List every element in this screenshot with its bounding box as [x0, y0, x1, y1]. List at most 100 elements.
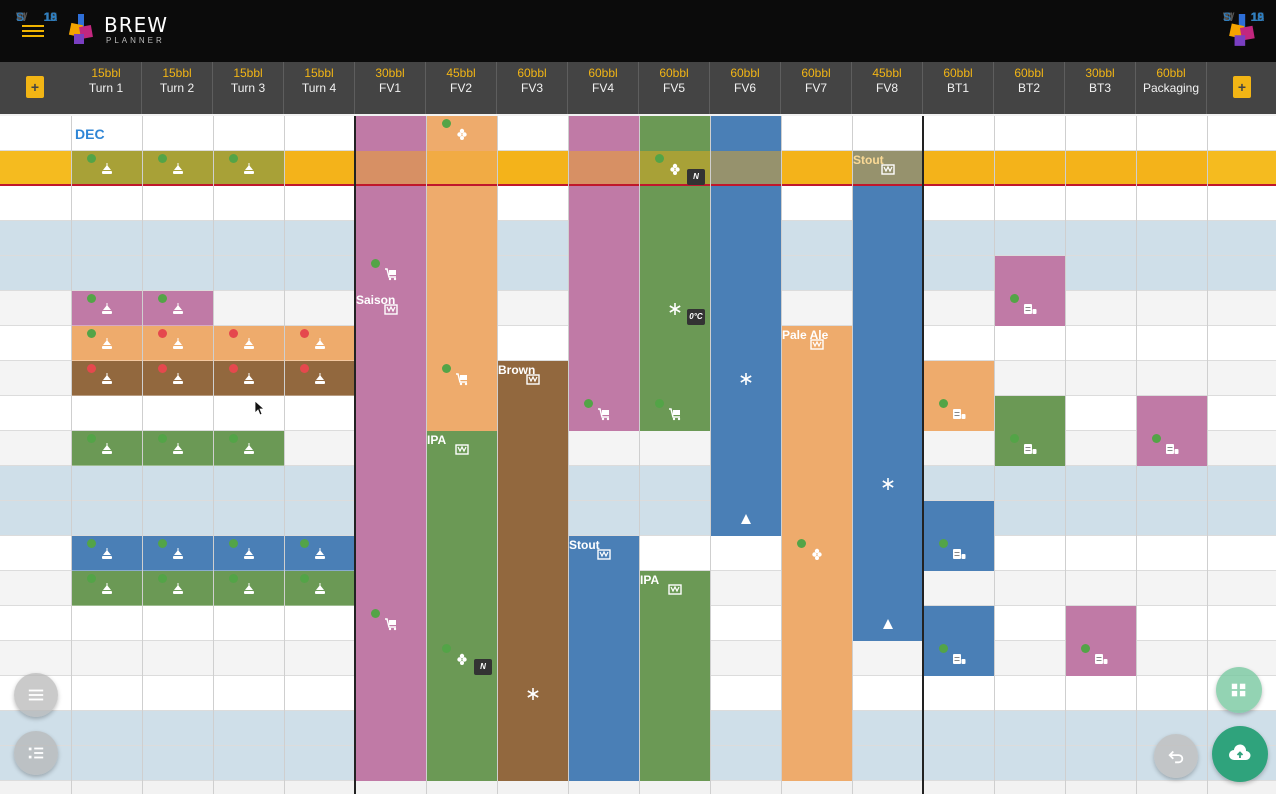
brew-kettle-icon[interactable]: [313, 337, 327, 351]
batch-block[interactable]: [710, 116, 781, 536]
column-divider: [781, 116, 782, 794]
transfer-icon[interactable]: [810, 337, 824, 351]
batch-block[interactable]: [781, 326, 852, 781]
brew-kettle-icon[interactable]: [171, 442, 185, 456]
tank-header-bt1[interactable]: 60bbl BT1: [923, 62, 994, 114]
brew-kettle-icon[interactable]: [171, 162, 185, 176]
cone-icon[interactable]: [881, 617, 895, 631]
cloud-upload-button[interactable]: [1212, 726, 1268, 782]
batch-block[interactable]: [355, 116, 426, 781]
keg-icon[interactable]: [1023, 442, 1037, 456]
tank-header-fv1[interactable]: 30bbl FV1: [355, 62, 426, 114]
batch-block[interactable]: [497, 361, 568, 781]
snowflake-icon[interactable]: [526, 687, 540, 701]
brew-kettle-icon[interactable]: [242, 582, 256, 596]
brew-kettle-icon[interactable]: [100, 337, 114, 351]
cone-icon[interactable]: [739, 512, 753, 526]
hops-icon[interactable]: [455, 127, 469, 141]
brew-kettle-icon[interactable]: [100, 582, 114, 596]
undo-button[interactable]: [1154, 734, 1198, 778]
tank-header-fv2[interactable]: 45bbl FV2: [426, 62, 497, 114]
undo-icon: [1168, 750, 1184, 764]
batch-block[interactable]: [923, 606, 994, 676]
batch-block[interactable]: [426, 431, 497, 781]
list-view-button[interactable]: [14, 673, 58, 717]
keg-icon[interactable]: [952, 407, 966, 421]
brew-kettle-icon[interactable]: [171, 582, 185, 596]
brew-kettle-icon[interactable]: [242, 162, 256, 176]
keg-icon[interactable]: [1023, 302, 1037, 316]
checklist-button[interactable]: [14, 731, 58, 775]
keg-icon[interactable]: [952, 652, 966, 666]
cart-icon[interactable]: [668, 407, 682, 421]
tank-header-bt2[interactable]: 60bbl BT2: [994, 62, 1065, 114]
brew-kettle-icon[interactable]: [100, 162, 114, 176]
batch-block[interactable]: [568, 116, 639, 431]
brew-kettle-icon[interactable]: [242, 372, 256, 386]
cart-icon[interactable]: [384, 617, 398, 631]
status-dot-green-icon: [300, 574, 309, 583]
batch-block[interactable]: [568, 536, 639, 781]
brew-kettle-icon[interactable]: [313, 582, 327, 596]
tank-header-turn-1[interactable]: 15bbl Turn 1: [71, 62, 142, 114]
transfer-icon[interactable]: [668, 582, 682, 596]
tank-header-bt3[interactable]: 30bbl BT3: [1065, 62, 1136, 114]
brew-kettle-icon[interactable]: [242, 547, 256, 561]
brew-kettle-icon[interactable]: [171, 302, 185, 316]
tank-header-turn-2[interactable]: 15bbl Turn 2: [142, 62, 213, 114]
batch-block[interactable]: [639, 116, 710, 431]
snowflake-icon[interactable]: [881, 477, 895, 491]
brew-kettle-icon[interactable]: [313, 547, 327, 561]
brew-kettle-icon[interactable]: [100, 442, 114, 456]
snowflake-icon[interactable]: [668, 302, 682, 316]
batch-block[interactable]: [994, 396, 1065, 466]
add-batch-icon[interactable]: [26, 76, 44, 98]
hops-icon[interactable]: [455, 652, 469, 666]
transfer-icon[interactable]: [881, 162, 895, 176]
tank-header-fv4[interactable]: 60bbl FV4: [568, 62, 639, 114]
batch-block[interactable]: [1065, 606, 1136, 676]
brew-kettle-icon[interactable]: [313, 372, 327, 386]
tank-header-turn-3[interactable]: 15bbl Turn 3: [213, 62, 284, 114]
hops-icon[interactable]: [668, 162, 682, 176]
calendar-view-button[interactable]: [1216, 667, 1262, 713]
batch-block[interactable]: [639, 571, 710, 781]
batch-block[interactable]: [852, 151, 923, 641]
batch-block[interactable]: [1136, 396, 1207, 466]
keg-icon[interactable]: [952, 547, 966, 561]
tank-header-fv3[interactable]: 60bbl FV3: [497, 62, 568, 114]
transfer-icon[interactable]: [526, 372, 540, 386]
batch-block[interactable]: [923, 361, 994, 431]
brew-kettle-icon[interactable]: [171, 372, 185, 386]
cart-icon[interactable]: [384, 267, 398, 281]
keg-icon[interactable]: [1094, 652, 1108, 666]
transfer-icon[interactable]: [384, 302, 398, 316]
tank-header-fv8[interactable]: 45bbl FV8: [852, 62, 923, 114]
tank-header-fv5[interactable]: 60bbl FV5: [639, 62, 710, 114]
tank-header-fv6[interactable]: 60bbl FV6: [710, 62, 781, 114]
brew-kettle-icon[interactable]: [242, 442, 256, 456]
keg-icon[interactable]: [1165, 442, 1179, 456]
brew-kettle-icon[interactable]: [171, 547, 185, 561]
cart-icon[interactable]: [455, 372, 469, 386]
tank-header-fv7[interactable]: 60bbl FV7: [781, 62, 852, 114]
hops-icon[interactable]: [810, 547, 824, 561]
add-batch-icon[interactable]: [1233, 76, 1251, 98]
tank-header-packaging[interactable]: 60bbl Packaging: [1136, 62, 1207, 114]
tank-header-turn-4[interactable]: 15bbl Turn 4: [284, 62, 355, 114]
transfer-icon[interactable]: [597, 547, 611, 561]
account-logo-icon[interactable]: [1226, 14, 1258, 48]
batch-block[interactable]: [994, 256, 1065, 326]
snowflake-icon[interactable]: [739, 372, 753, 386]
transfer-icon[interactable]: [455, 442, 469, 456]
brew-kettle-icon[interactable]: [100, 547, 114, 561]
column-divider: [994, 116, 995, 794]
batch-name-label: IPA: [640, 573, 660, 587]
hamburger-menu-icon[interactable]: [22, 22, 44, 40]
brew-kettle-icon[interactable]: [100, 372, 114, 386]
cart-icon[interactable]: [597, 407, 611, 421]
brew-kettle-icon[interactable]: [242, 337, 256, 351]
brew-kettle-icon[interactable]: [100, 302, 114, 316]
batch-block[interactable]: [923, 501, 994, 571]
brew-kettle-icon[interactable]: [171, 337, 185, 351]
